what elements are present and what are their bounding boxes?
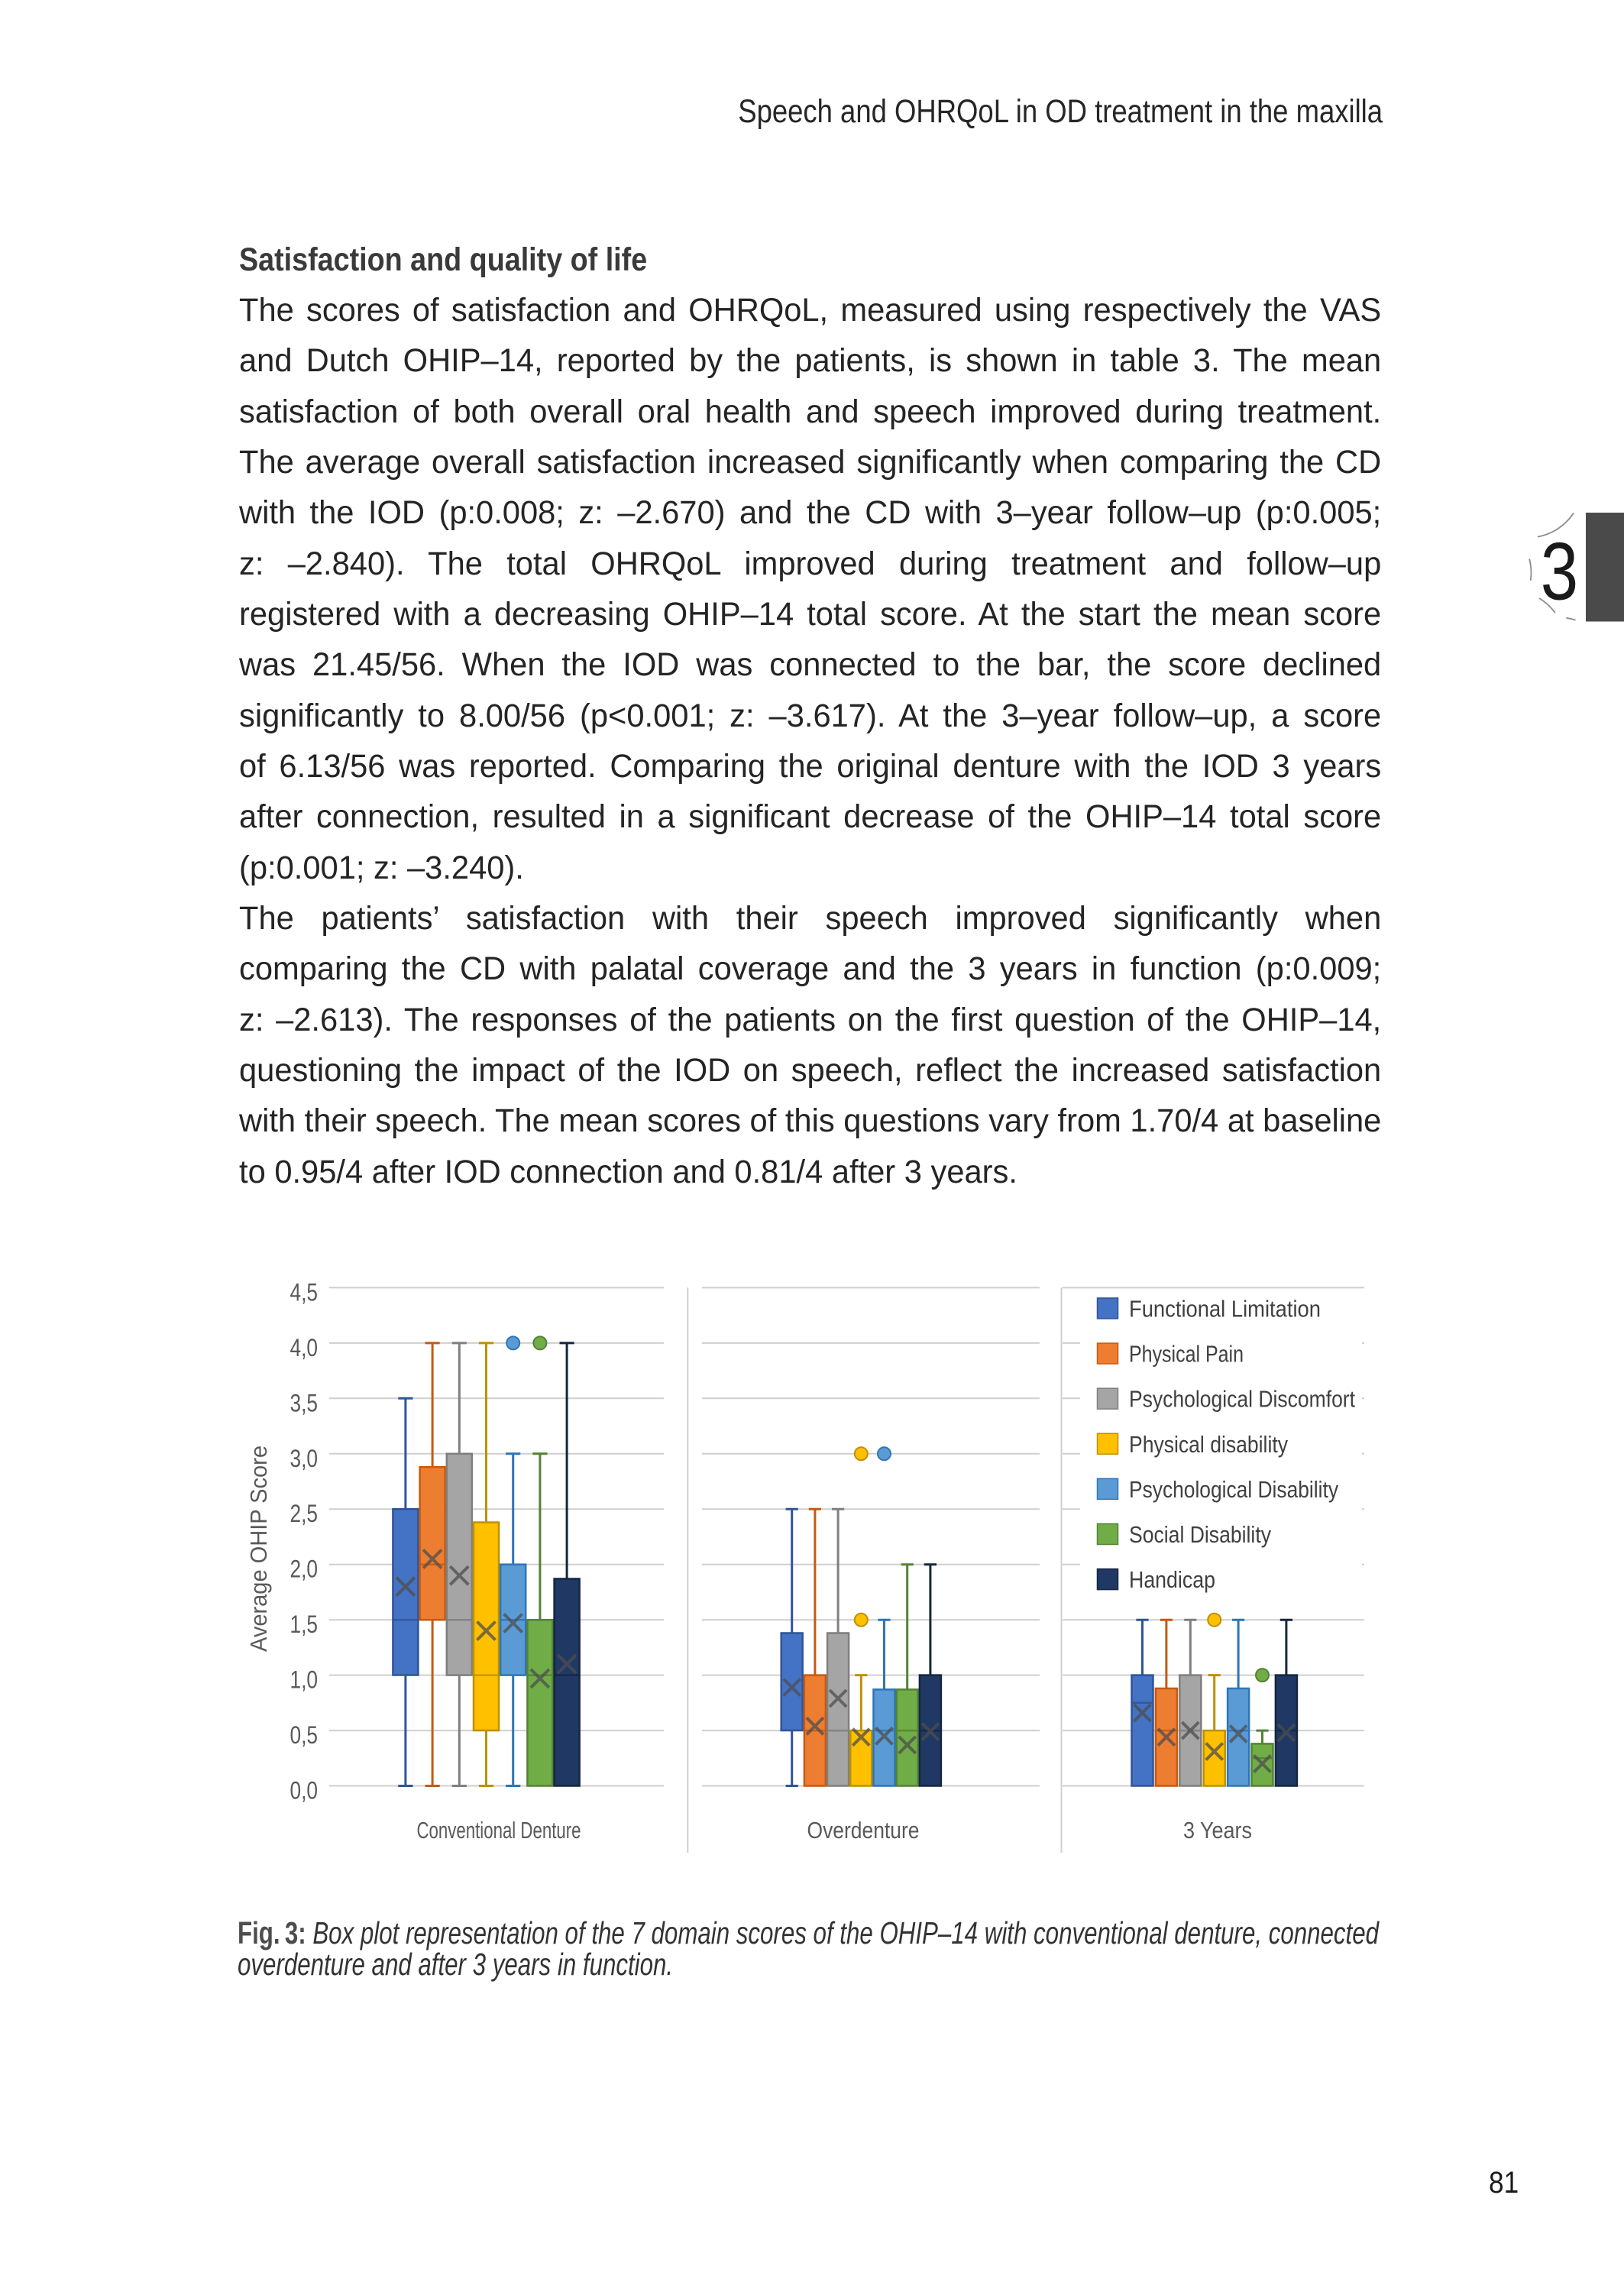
svg-text:4,0: 4,0 (290, 1334, 319, 1361)
svg-text:1,5: 1,5 (290, 1611, 319, 1638)
svg-text:Conventional Denture: Conventional Denture (417, 1817, 581, 1844)
svg-text:Average OHIP Score: Average OHIP Score (245, 1445, 272, 1652)
svg-text:Handicap: Handicap (1129, 1566, 1215, 1593)
svg-text:0,0: 0,0 (290, 1777, 319, 1805)
svg-text:Physical disability: Physical disability (1129, 1431, 1288, 1458)
svg-text:1,0: 1,0 (290, 1666, 319, 1694)
svg-text:2,5: 2,5 (290, 1500, 319, 1527)
svg-text:Psychological Discomfort: Psychological Discomfort (1129, 1386, 1355, 1413)
svg-text:Physical Pain: Physical Pain (1129, 1341, 1244, 1368)
svg-text:4,5: 4,5 (290, 1278, 319, 1306)
svg-text:Functional Limitation: Functional Limitation (1129, 1296, 1321, 1322)
svg-text:0,5: 0,5 (290, 1721, 319, 1749)
svg-text:Overdenture: Overdenture (807, 1817, 920, 1844)
svg-text:2,0: 2,0 (290, 1556, 319, 1583)
svg-text:Social Disability: Social Disability (1129, 1521, 1271, 1548)
svg-text:3: 3 (1541, 526, 1578, 617)
svg-text:3 Years: 3 Years (1183, 1817, 1252, 1844)
svg-text:3,0: 3,0 (290, 1445, 319, 1472)
svg-text:Psychological Disability: Psychological Disability (1129, 1476, 1338, 1503)
svg-text:3,5: 3,5 (290, 1389, 319, 1416)
